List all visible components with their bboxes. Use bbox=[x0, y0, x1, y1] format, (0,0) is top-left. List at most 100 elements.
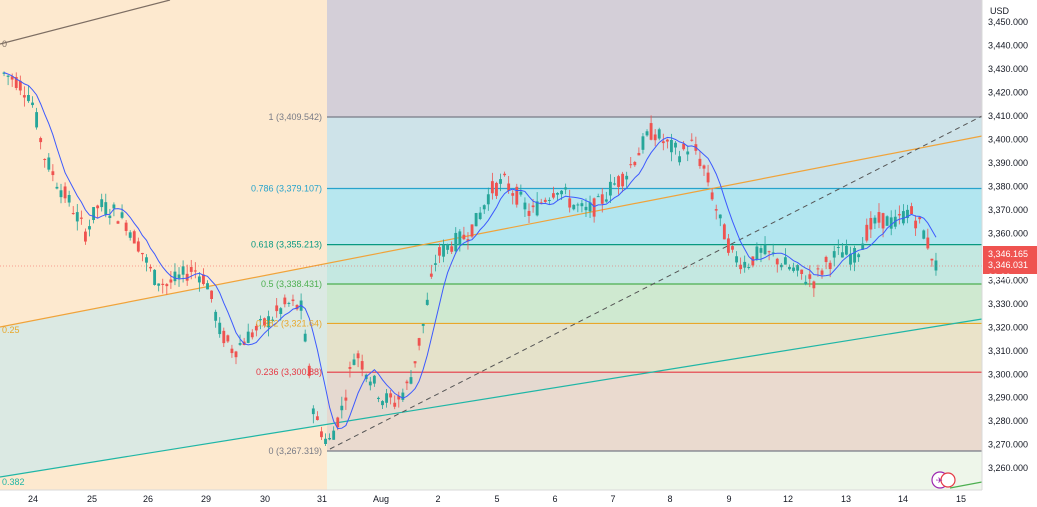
candle-body bbox=[613, 183, 616, 185]
candle-body bbox=[43, 159, 47, 161]
last-price-badge: 3,346.165 3,346.031 bbox=[983, 246, 1037, 274]
candle-body bbox=[59, 190, 63, 198]
candle-body bbox=[47, 157, 51, 170]
candle-body bbox=[474, 213, 478, 227]
price-axis[interactable]: USD 3,260.000 3,270.000 3,280.000 3,290.000… bbox=[981, 0, 1037, 490]
candle-body bbox=[311, 408, 315, 415]
candle-body bbox=[128, 232, 132, 238]
candle-body bbox=[368, 381, 372, 386]
candle-body bbox=[132, 231, 136, 244]
candle-body bbox=[421, 323, 425, 326]
candle-body bbox=[104, 202, 108, 215]
price-tick: 3,270.000 bbox=[988, 440, 1028, 450]
candle-body bbox=[637, 152, 641, 156]
candle-body bbox=[340, 405, 344, 411]
candle-body bbox=[283, 297, 287, 305]
fib-zone-0.5 bbox=[327, 283, 982, 324]
candle-body bbox=[560, 190, 563, 195]
candle-body bbox=[714, 209, 718, 211]
candle-body bbox=[800, 269, 804, 274]
last-price-secondary: 3,346.031 bbox=[988, 260, 1028, 270]
price-tick: 3,310.000 bbox=[988, 346, 1028, 356]
last-price: 3,346.165 bbox=[988, 249, 1028, 259]
candle-body bbox=[580, 203, 584, 207]
price-tick: 3,330.000 bbox=[988, 299, 1028, 309]
candle-body bbox=[165, 284, 169, 287]
price-tick: 3,300.000 bbox=[988, 369, 1028, 379]
candle-body bbox=[446, 244, 450, 250]
fib-zone-0.618 bbox=[327, 244, 982, 284]
upper-parallel-line[interactable] bbox=[0, 0, 171, 45]
candle-body bbox=[645, 131, 649, 136]
fibonacci-zones bbox=[327, 0, 982, 451]
price-tick: 3,420.000 bbox=[988, 87, 1028, 97]
candle-body bbox=[564, 187, 568, 190]
candle-body bbox=[670, 139, 673, 153]
candle-body bbox=[543, 199, 547, 202]
candle-body bbox=[320, 431, 323, 438]
candle-body bbox=[731, 246, 734, 250]
date-tick: Aug bbox=[373, 494, 389, 504]
time-axis[interactable]: 24 25 26 29 30 31 Aug 2 5 6 7 8 9 12 13 14 15 bbox=[0, 489, 1037, 507]
channel-upper-line[interactable] bbox=[0, 135, 983, 328]
candle-body bbox=[930, 258, 934, 261]
candle-body bbox=[279, 308, 283, 314]
fib-zone-0.236 bbox=[327, 372, 982, 451]
candle-body bbox=[849, 253, 852, 265]
candle-body bbox=[820, 270, 824, 275]
candle-body bbox=[702, 165, 706, 169]
date-tick: 30 bbox=[260, 494, 270, 504]
candle-body bbox=[75, 212, 79, 222]
candle-body bbox=[96, 205, 100, 209]
fib-label-0: 0 (3,267.319) bbox=[268, 446, 322, 456]
candle-body bbox=[116, 221, 120, 224]
candle-body bbox=[409, 377, 413, 384]
candle-body bbox=[226, 335, 230, 342]
candle-body bbox=[450, 246, 454, 252]
candle-body bbox=[568, 198, 572, 208]
channel-lower-line[interactable] bbox=[0, 318, 983, 478]
fib-label-0.382: 0.382 (3,321.64) bbox=[256, 318, 322, 328]
candle-body bbox=[653, 134, 657, 141]
candle-body bbox=[739, 264, 743, 270]
candle-body bbox=[495, 182, 498, 196]
candle-body bbox=[934, 260, 938, 271]
candle-body bbox=[718, 214, 722, 219]
bottom-green-line[interactable] bbox=[949, 481, 983, 489]
candle-body bbox=[352, 359, 356, 365]
candle-body bbox=[539, 202, 543, 204]
candle-body bbox=[519, 191, 523, 195]
candle-body bbox=[617, 176, 620, 187]
candle-body bbox=[438, 247, 441, 256]
candle-body bbox=[743, 261, 747, 268]
candle-body bbox=[250, 332, 254, 338]
price-tick: 3,380.000 bbox=[988, 181, 1028, 191]
candle-body bbox=[35, 112, 39, 128]
candle-body bbox=[177, 274, 181, 279]
candle-body bbox=[771, 252, 775, 254]
candle-body bbox=[124, 222, 128, 231]
candle-body bbox=[356, 353, 360, 359]
moving-average-line bbox=[3, 72, 937, 430]
candle-body bbox=[303, 333, 307, 342]
candle-body bbox=[263, 318, 266, 326]
candle-body bbox=[153, 269, 157, 285]
candle-body bbox=[206, 283, 209, 290]
candle-body bbox=[499, 179, 502, 184]
candle-body bbox=[527, 210, 531, 216]
candle-body bbox=[425, 299, 429, 305]
candle-body bbox=[429, 273, 433, 277]
candle-body bbox=[706, 172, 710, 183]
candle-body bbox=[486, 194, 490, 205]
candle-body bbox=[877, 212, 881, 223]
candle-body bbox=[910, 206, 913, 215]
fibonacci-labels: 1 (3,409.542) 0.786 (3,379.107) 0.618 (3,3… bbox=[251, 112, 322, 456]
candle-body bbox=[18, 80, 22, 91]
date-tick: 29 bbox=[201, 494, 211, 504]
candle-body bbox=[348, 367, 352, 369]
candle-body bbox=[27, 95, 30, 102]
candle-body bbox=[149, 266, 152, 269]
candle-body bbox=[897, 214, 901, 216]
news-icon[interactable]: ✈ bbox=[931, 471, 956, 489]
